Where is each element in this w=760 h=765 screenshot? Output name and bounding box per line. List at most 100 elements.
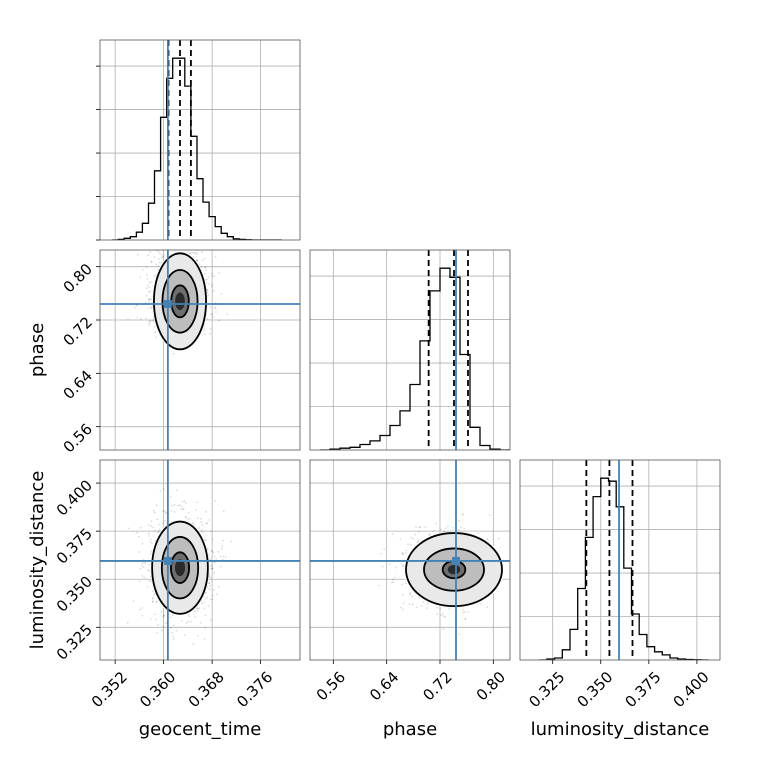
sample-point: [464, 611, 466, 613]
contour-line-2: [161, 269, 199, 334]
hist-panel-geocent_time: [96, 39, 301, 241]
sample-point: [184, 246, 186, 248]
sample-point: [153, 593, 156, 596]
sample-point: [206, 318, 209, 320]
sample-point: [154, 245, 156, 247]
hist-panel-phase: [309, 249, 511, 451]
sample-point: [209, 530, 212, 533]
panel-frame: [99, 459, 301, 661]
sample-point: [184, 502, 187, 504]
x-tick-label: 0.72: [419, 668, 455, 704]
sample-point: [443, 615, 445, 617]
sample-point: [145, 294, 148, 297]
sample-point: [172, 624, 175, 627]
sample-point: [161, 256, 163, 259]
sample-point: [405, 552, 407, 554]
sample-point: [169, 626, 172, 629]
sample-point: [181, 500, 184, 503]
sample-point: [157, 530, 160, 533]
sample-point: [196, 517, 199, 520]
sample-point: [402, 602, 405, 605]
contour-line-3: [153, 252, 207, 351]
sample-point: [162, 615, 165, 617]
sample-point: [148, 298, 151, 301]
sample-point: [405, 549, 407, 552]
sample-point: [141, 607, 144, 609]
sample-point: [211, 564, 214, 567]
sample-point: [148, 535, 151, 537]
sample-point: [464, 617, 467, 620]
sample-point: [145, 266, 148, 269]
sample-point: [140, 317, 142, 320]
sample-point: [187, 620, 189, 623]
x-tick-label: 0.376: [233, 668, 276, 711]
sample-point: [146, 277, 149, 280]
sample-point: [401, 583, 403, 586]
sample-point: [444, 615, 446, 618]
sample-point: [220, 247, 222, 249]
sample-point: [211, 594, 214, 597]
sample-point: [204, 266, 207, 269]
sample-point: [196, 501, 199, 504]
sample-point: [153, 256, 156, 259]
sample-point: [148, 523, 150, 526]
panel-frame: [99, 249, 301, 451]
sample-point: [402, 593, 405, 596]
sample-point: [201, 251, 204, 254]
scatter-panel-phase-vs-luminosity_distance: [309, 459, 511, 661]
sample-point: [192, 642, 195, 645]
sample-point: [216, 593, 218, 596]
sample-point: [206, 596, 209, 599]
sample-point: [417, 539, 420, 542]
sample-point: [138, 551, 141, 553]
sample-point: [196, 253, 199, 255]
sample-point: [401, 552, 404, 555]
sample-point: [411, 603, 414, 606]
sample-point: [159, 490, 162, 492]
y-axis-phase: 0.56 0.64 0.72 0.80 phase: [27, 260, 100, 456]
histogram-step-geocent_time: [112, 57, 282, 240]
sample-point: [180, 508, 183, 511]
sample-point: [148, 301, 150, 303]
sample-point: [204, 279, 207, 281]
x-axis-phase: 0.56 0.64 0.72 0.80 phase: [313, 660, 509, 740]
sample-point: [161, 255, 164, 258]
sample-point: [189, 252, 192, 255]
sample-point: [150, 281, 153, 283]
sample-point: [171, 631, 174, 634]
sample-point: [203, 607, 206, 610]
sample-point: [205, 522, 208, 525]
sample-point: [381, 565, 384, 568]
sample-point: [394, 576, 396, 579]
sample-point: [206, 278, 208, 281]
sample-point: [434, 522, 437, 525]
x-axis-label: phase: [383, 719, 437, 740]
sample-point: [158, 252, 161, 254]
sample-point: [164, 519, 166, 522]
sample-point: [203, 638, 206, 640]
sample-point: [417, 540, 419, 543]
sample-point: [151, 590, 154, 592]
sample-point: [392, 581, 395, 584]
sample-point: [150, 580, 152, 582]
sample-point: [146, 569, 149, 571]
scatter-panel-geocent_time-vs-luminosity_distance: [99, 459, 301, 661]
sample-point: [209, 332, 212, 335]
sample-point: [203, 257, 206, 260]
sample-point: [149, 298, 152, 301]
histogram-step-luminosity_distance: [539, 477, 709, 660]
sample-point: [149, 617, 152, 620]
sample-point: [221, 558, 224, 561]
sample-point: [150, 525, 153, 528]
sample-point: [151, 600, 154, 603]
sample-point: [412, 537, 415, 540]
truth-marker: [163, 300, 172, 308]
sample-point: [391, 533, 394, 535]
y-tick-label: 0.64: [60, 367, 96, 403]
panel-background: [310, 250, 510, 450]
sample-point: [214, 306, 217, 309]
contour-line-2: [423, 547, 485, 592]
sample-point: [215, 311, 217, 313]
sample-point: [150, 520, 153, 523]
sample-point: [136, 316, 139, 319]
